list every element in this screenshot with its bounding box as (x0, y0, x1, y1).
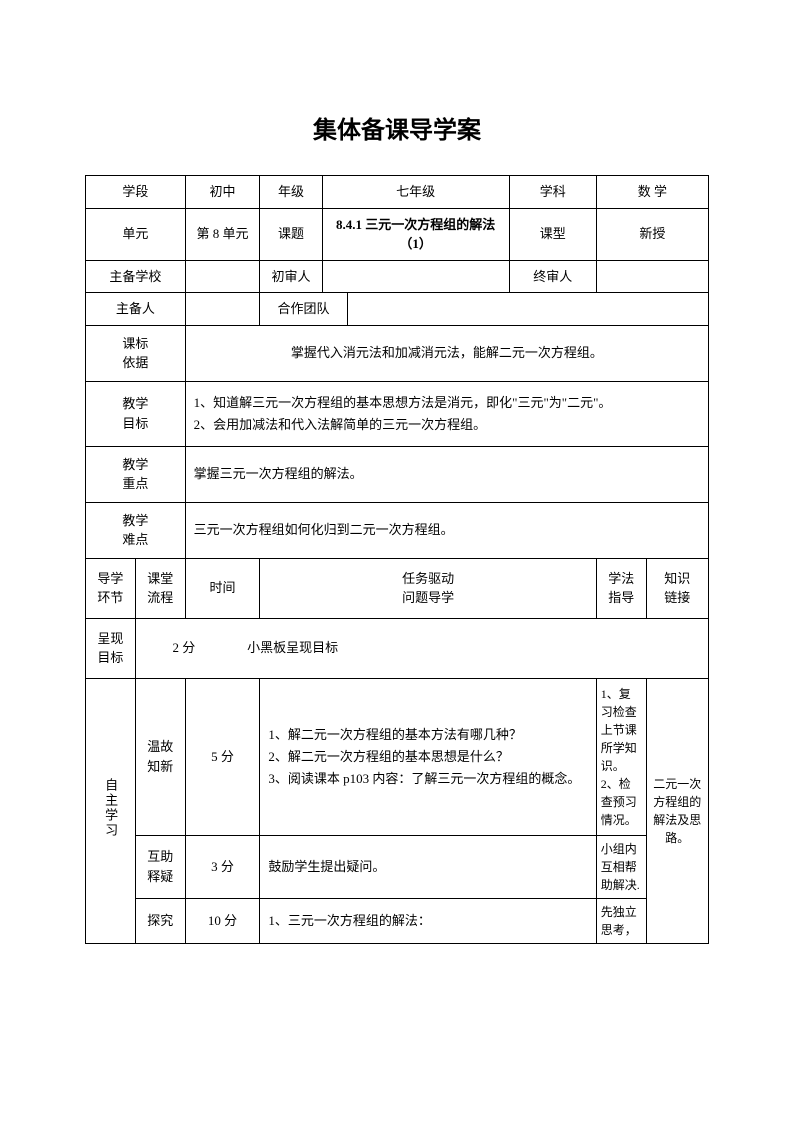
huzhu-label: 互助 释疑 (135, 835, 185, 898)
tanjiu-content: 1、三元一次方程组的解法： (260, 898, 596, 943)
label-keti: 课题 (260, 208, 322, 260)
value-zhongshenren (596, 260, 708, 293)
label-danyuan: 单元 (86, 208, 186, 260)
value-xueke: 数 学 (596, 176, 708, 209)
label-zhubeiren: 主备人 (86, 293, 186, 326)
content-mubiao: 1、知道解三元一次方程组的基本思想方法是消元，即化"三元"为"二元"。 2、会用… (185, 381, 708, 446)
value-zhubeiren (185, 293, 260, 326)
label-zhongdian: 教学 重点 (86, 446, 186, 502)
tanjiu-xuefa: 先独立思考， (596, 898, 646, 943)
value-nianji: 七年级 (322, 176, 509, 209)
label-mubiao: 教学 目标 (86, 381, 186, 446)
wengu-time: 5 分 (185, 678, 260, 835)
page-title: 集体备课导学案 (85, 110, 709, 145)
label-xueduan: 学段 (86, 176, 186, 209)
wengu-label: 温故 知新 (135, 678, 185, 835)
content-kebiao: 掌握代入消元法和加减消元法，能解二元一次方程组。 (185, 325, 708, 381)
content-zhongdian: 掌握三元一次方程组的解法。 (185, 446, 708, 502)
label-hezuotuandui: 合作团队 (260, 293, 347, 326)
chengxian-content: 小黑板呈现目标 (247, 640, 338, 655)
header-daoxue: 导学 环节 (86, 558, 136, 618)
value-hezuotuandui (347, 293, 708, 326)
label-nandian: 教学 难点 (86, 502, 186, 558)
value-danyuan: 第 8 单元 (185, 208, 260, 260)
tanjiu-label: 探究 (135, 898, 185, 943)
header-shijian: 时间 (185, 558, 260, 618)
wengu-content: 1、解二元一次方程组的基本方法有哪几种？ 2、解二元一次方程组的基本思想是什么？… (260, 678, 596, 835)
header-ketang: 课堂 流程 (135, 558, 185, 618)
wengu-xuefa: 1、复习检查上节课所学知识。 2、检查预习情况。 (596, 678, 646, 835)
value-kexing: 新授 (596, 208, 708, 260)
value-xueduan: 初中 (185, 176, 260, 209)
content-nandian: 三元一次方程组如何化归到二元一次方程组。 (185, 502, 708, 558)
label-xueke: 学科 (509, 176, 596, 209)
value-zhubeixuexiao (185, 260, 260, 293)
label-zhongshenren: 终审人 (509, 260, 596, 293)
wengu-zhishi: 二元一次方程组的解法及思路。 (646, 678, 708, 943)
label-nianji: 年级 (260, 176, 322, 209)
label-chushenren: 初审人 (260, 260, 322, 293)
zizhuxuexi-text: 自主学习 (101, 778, 121, 838)
value-keti: 8.4.1 三元一次方程组的解法（1） (322, 208, 509, 260)
lesson-plan-table: 学段 初中 年级 七年级 学科 数 学 单元 第 8 单元 课题 8.4.1 三… (85, 175, 709, 944)
chengxian-time: 2 分 (144, 638, 224, 658)
header-xuefa: 学法 指导 (596, 558, 646, 618)
label-kexing: 课型 (509, 208, 596, 260)
chengxian-label: 呈现 目标 (86, 618, 136, 678)
header-renwu: 任务驱动 问题导学 (260, 558, 596, 618)
tanjiu-time: 10 分 (185, 898, 260, 943)
value-chushenren (322, 260, 509, 293)
huzhu-content: 鼓励学生提出疑问。 (260, 835, 596, 898)
huzhu-xuefa: 小组内互相帮助解决. (596, 835, 646, 898)
chengxian-row: 2 分 小黑板呈现目标 (135, 618, 708, 678)
zizhuxuexi-label: 自主学习 (86, 678, 136, 943)
huzhu-time: 3 分 (185, 835, 260, 898)
label-kebiao: 课标 依据 (86, 325, 186, 381)
label-zhubeixuexiao: 主备学校 (86, 260, 186, 293)
header-zhishi: 知识 链接 (646, 558, 708, 618)
